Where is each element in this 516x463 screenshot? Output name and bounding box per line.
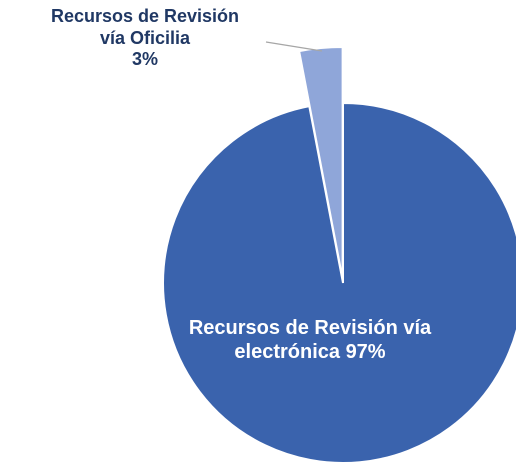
value-label: 3% [131, 49, 158, 70]
pie-slice [162, 101, 516, 463]
category-label: Recursos de Revisión vía electrónica [188, 317, 432, 363]
value-label: 97% [345, 341, 386, 363]
leader-line [265, 41, 323, 52]
slice-label: Recursos de Revisión vía Oficilia 3% [0, 6, 290, 71]
category-label: Recursos de Revisión vía Oficilia [50, 6, 240, 48]
slice-label: Recursos de Revisión vía electrónica 97% [160, 316, 460, 364]
pie-slice [297, 46, 344, 280]
